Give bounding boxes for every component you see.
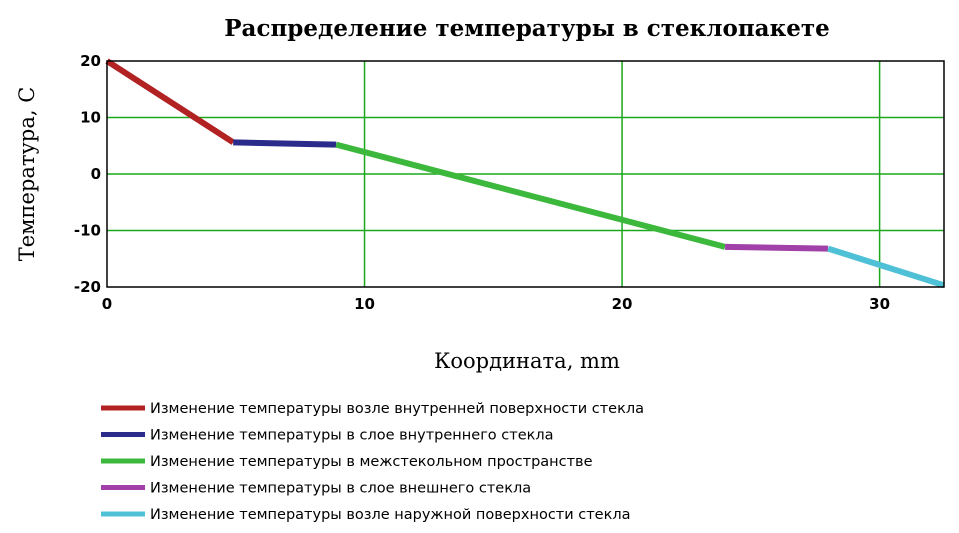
legend-entry: Изменение температуры возле внутренней п…: [150, 401, 644, 417]
legend-entry: Изменение температуры в межстекольном пр…: [150, 454, 593, 470]
series-line: [105, 58, 235, 145]
grid: [107, 61, 944, 287]
series-layer: [105, 58, 945, 289]
x-tick-label: 20: [612, 295, 633, 313]
chart-title: Распределение температуры в стеклопакете: [224, 15, 829, 42]
series-line: [335, 141, 726, 250]
y-tick-label: 20: [80, 52, 101, 70]
legend-entry: Изменение температуры в слое внутреннего…: [150, 428, 554, 444]
y-tick-label: -20: [74, 278, 101, 296]
y-tick-label: -10: [74, 222, 101, 240]
legend-entry: Изменение температуры в слое внешнего ст…: [150, 481, 531, 497]
y-tick-label: 10: [80, 109, 101, 127]
y-tick-label: 0: [91, 165, 101, 183]
plot-frame: [106, 60, 945, 288]
series-line: [233, 139, 337, 148]
series-line: [725, 243, 829, 252]
x-tick-label: 0: [102, 295, 112, 313]
legend: Изменение температуры возле внутренней п…: [101, 401, 644, 523]
x-axis-label: Координата, mm: [434, 349, 620, 373]
series-line: [827, 245, 945, 289]
tick-labels: 0 10 20 30 20 10 0 -10 -20: [74, 52, 890, 313]
x-tick-label: 10: [354, 295, 375, 313]
x-tick-label: 30: [869, 295, 890, 313]
legend-entry: Изменение температуры возле наружной пов…: [150, 507, 631, 523]
y-axis-label: Температура, С: [15, 87, 39, 262]
